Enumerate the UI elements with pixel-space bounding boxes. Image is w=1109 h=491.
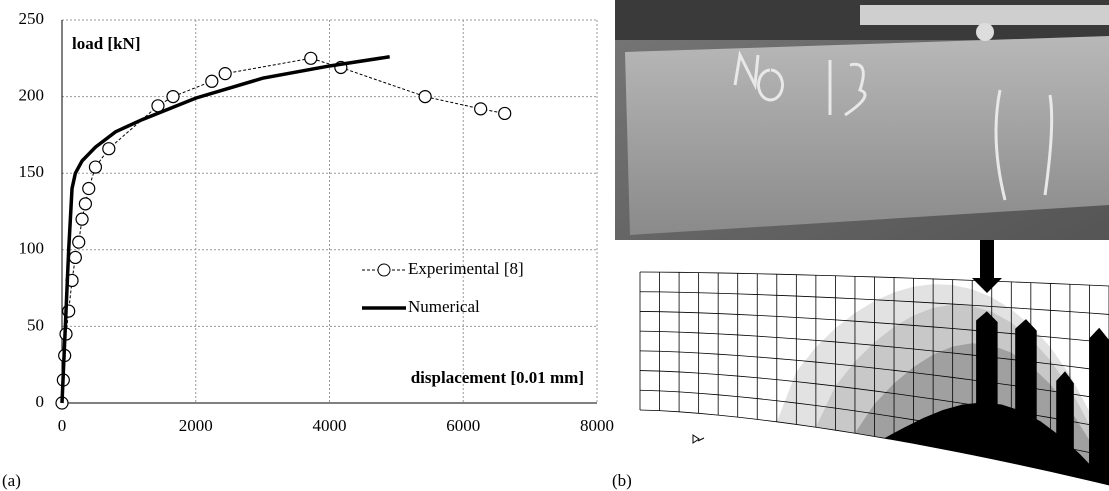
photo	[615, 0, 1109, 293]
legend-marker	[377, 263, 391, 277]
data-point	[102, 142, 116, 156]
legend-label: Experimental [8]	[408, 259, 524, 278]
x-tick-label: 4000	[313, 416, 347, 435]
data-point	[78, 197, 93, 211]
x-tick-label: 0	[58, 416, 67, 435]
data-point	[418, 89, 432, 104]
series-line	[60, 55, 390, 404]
y-tick-label: 150	[19, 162, 45, 181]
x-axis-label: displacement [0.01 mm]	[411, 368, 584, 387]
damage-zone	[1089, 327, 1109, 485]
data-point	[72, 235, 86, 249]
y-tick-label: 100	[19, 239, 45, 258]
data-point	[304, 51, 318, 65]
y-axis-label: load [kN]	[72, 34, 140, 53]
fe-mesh	[639, 271, 1109, 486]
data-point	[68, 250, 82, 265]
data-point	[82, 181, 96, 196]
y-tick-label: 50	[27, 315, 44, 334]
data-point	[498, 106, 512, 121]
data-point	[166, 89, 180, 104]
data-point	[218, 67, 232, 81]
data-point	[474, 102, 488, 116]
x-tick-label: 6000	[446, 416, 480, 435]
data-point	[205, 74, 219, 88]
y-tick-label: 200	[19, 86, 45, 105]
y-tick-label: 250	[19, 9, 45, 28]
series-line	[61, 57, 505, 404]
x-tick-label: 8000	[580, 416, 614, 435]
x-tick-label: 2000	[179, 416, 213, 435]
damage-zone	[976, 311, 998, 460]
support	[692, 434, 705, 444]
damage-zone	[1015, 319, 1037, 469]
panel-label: (a)	[2, 471, 21, 490]
data-point	[75, 212, 89, 226]
chart: 0 50 100 150 200 250 0 2000 4000 6000 8000 load [kN…	[19, 9, 615, 435]
panel-label: (b)	[612, 471, 632, 490]
damage-zone	[1056, 371, 1074, 477]
data-point	[88, 160, 103, 174]
legend-label: Numerical	[408, 297, 480, 316]
y-tick-label: 0	[36, 392, 45, 411]
